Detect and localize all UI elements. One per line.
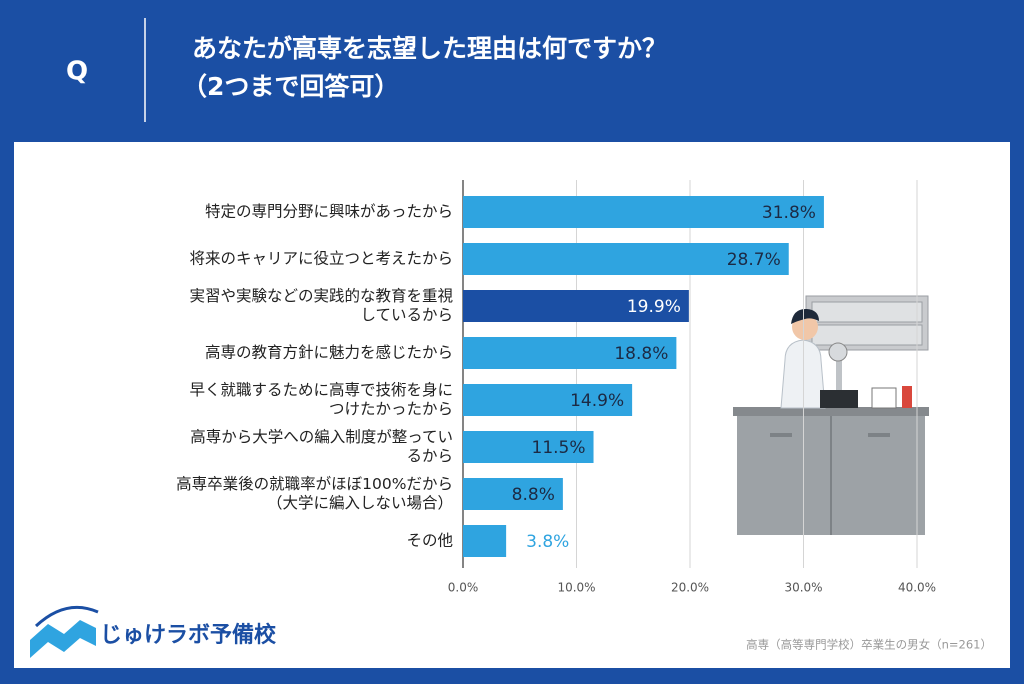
chart-subtitle: （2つまで回答可） (182, 72, 399, 101)
chart-title: あなたが高専を志望した理由は何ですか？ (192, 34, 667, 63)
y-tick-label: 特定の専門分野に興味があったから (204, 202, 453, 221)
y-tick-label: 早く就職するために高専で技術を身に つけたかったから (189, 381, 453, 418)
y-tick-label: 実習や実験などの実践的な教育を重視 しているから (189, 287, 453, 324)
x-tick-label: 40.0% (898, 581, 936, 595)
brand: じゅけラボ予備校 (100, 622, 277, 648)
y-tick-label: 高専卒業後の就職率がほぼ100%だから （大学に編入しない場合） (176, 475, 453, 512)
value-label: 11.5% (532, 438, 586, 458)
note: 高専（高等専門学校）卒業生の男女（n=261） (746, 638, 992, 652)
y-tick-label: 高専から大学への編入制度が整ってい るから (190, 428, 453, 465)
bar (463, 243, 789, 275)
bar (463, 384, 633, 416)
x-tick-label: 0.0% (448, 581, 479, 595)
value-label: 28.7% (727, 250, 781, 270)
bar (463, 196, 824, 228)
bar (463, 337, 677, 369)
y-tick-label: その他 (406, 531, 453, 550)
y-tick-label: 高専の教育方針に魅力を感じたから (204, 343, 453, 362)
bar (463, 525, 507, 557)
value-label: 8.8% (512, 485, 555, 505)
x-tick-label: 20.0% (671, 581, 709, 595)
question-label: Q (66, 57, 88, 87)
bar (463, 431, 594, 463)
x-tick-label: 30.0% (784, 581, 822, 595)
x-tick-label: 10.0% (557, 581, 595, 595)
y-tick-label: 将来のキャリアに役立つと考えたから (189, 249, 453, 268)
illustration (733, 295, 929, 535)
value-label: 18.8% (614, 344, 668, 364)
bar (463, 290, 689, 322)
value-label: 19.9% (627, 297, 681, 317)
bar (463, 478, 563, 510)
value-label: 14.9% (570, 391, 624, 411)
value-label: 31.8% (762, 203, 816, 223)
value-label: 3.8% (526, 532, 569, 552)
logo (30, 605, 99, 658)
